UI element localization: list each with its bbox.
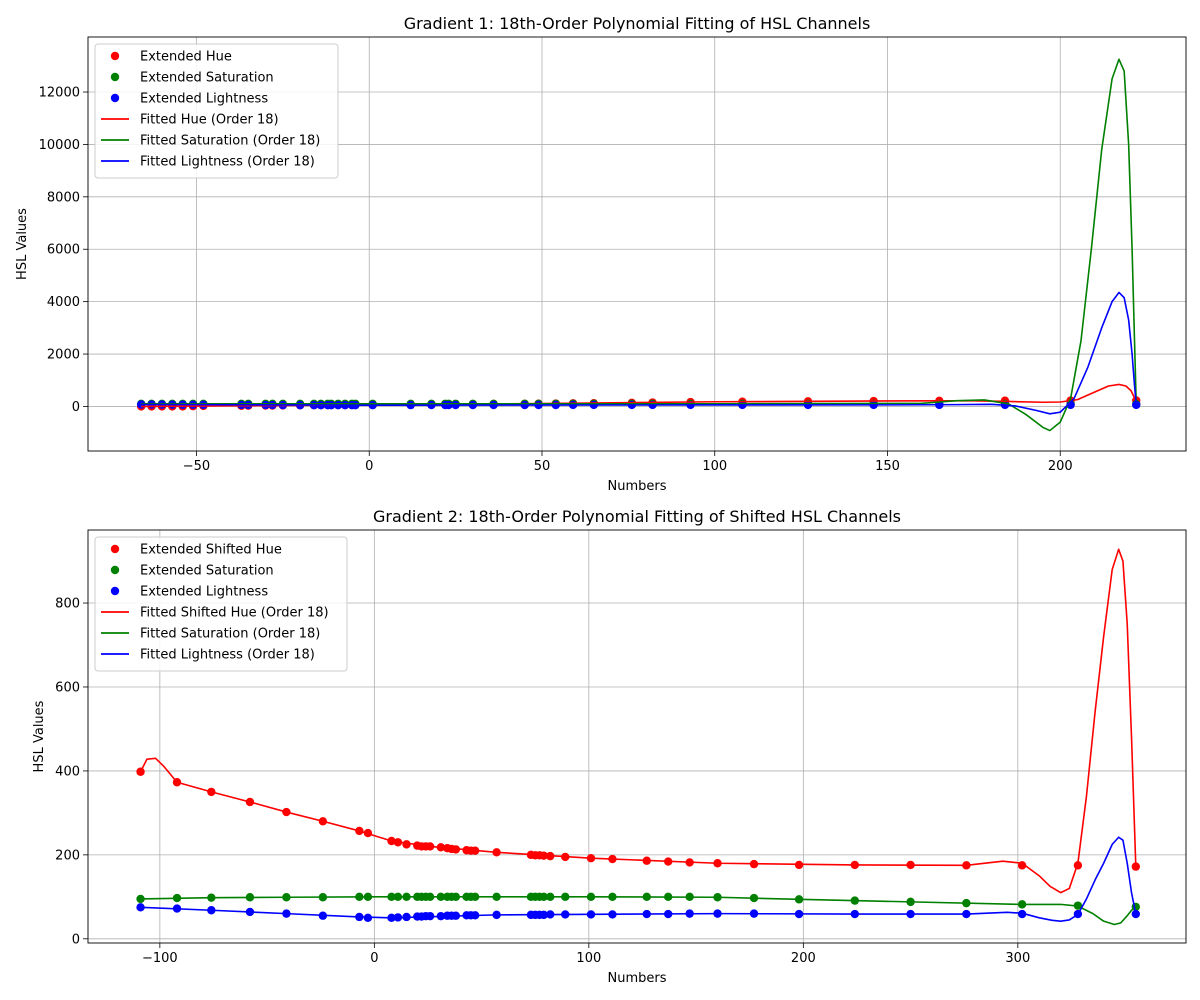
legend-entry: Fitted Shifted Hue (Order 18) [101,606,329,621]
legend-label: Fitted Saturation (Order 18) [140,627,320,642]
y-tick-label: 200 [55,848,80,863]
legend-entry: Extended Saturation [110,71,274,86]
series-line-fitted-lightness-order-18- [140,836,1137,922]
legend-box [94,43,339,179]
legend-label: Extended Saturation [140,71,274,86]
legend-marker [110,51,120,61]
legend-label: Extended Shifted Hue [140,543,282,558]
legend-box [94,536,348,672]
legend-marker [110,586,120,596]
data-point [402,840,411,849]
legend-entry: Extended Shifted Hue [110,543,282,558]
legend-entry: Extended Lightness [110,92,268,107]
chart-title: Gradient 2: 18th-Order Polynomial Fittin… [373,507,901,526]
x-tick-label: 0 [365,459,373,474]
x-axis-label: Numbers [608,971,667,986]
legend-label: Fitted Shifted Hue (Order 18) [140,606,329,621]
data-point [1132,400,1141,410]
legend-label: Fitted Lightness (Order 18) [140,648,315,663]
plot-area [136,548,1141,926]
x-tick-label: 300 [1005,951,1030,966]
x-tick-label: −50 [183,459,210,474]
legend-entry: Extended Hue [110,50,232,65]
y-tick-label: 4000 [47,295,80,310]
legend-marker [110,565,120,575]
legend-entry: Fitted Saturation (Order 18) [101,134,320,149]
legend-label: Fitted Saturation (Order 18) [140,134,320,149]
legend-marker [110,544,120,554]
y-tick-label: 2000 [47,348,80,363]
y-tick-label: 800 [55,597,80,612]
legend-marker [110,72,120,82]
legend-marker [110,93,120,103]
legend-label: Extended Hue [140,50,232,65]
x-tick-label: 100 [576,951,601,966]
y-tick-label: 10000 [39,138,80,153]
y-axis-label: HSL Values [32,700,47,772]
axes-frame [87,529,1187,944]
y-tick-label: 400 [55,764,80,779]
y-tick-label: 0 [72,932,80,947]
chart-panel-2: Gradient 2: 18th-Order Polynomial Fittin… [32,507,1187,986]
legend-entry: Extended Saturation [110,564,274,579]
y-tick-label: 6000 [47,243,80,258]
x-tick-label: 0 [370,951,378,966]
x-tick-label: 200 [1048,459,1073,474]
y-tick-label: 8000 [47,190,80,205]
data-point [1017,909,1027,919]
legend-entry: Fitted Saturation (Order 18) [101,627,320,642]
y-tick-label: 12000 [39,86,80,101]
series-line-fitted-saturation-order-18- [141,58,1138,432]
series-line-fitted-lightness-order-18- [141,291,1138,415]
legend-entry: Fitted Lightness (Order 18) [101,155,315,170]
x-tick-label: 150 [875,459,900,474]
x-tick-label: 50 [534,459,551,474]
chart-panel-1: Gradient 1: 18th-Order Polynomial Fittin… [15,14,1187,494]
series-extended-saturation [136,892,1141,912]
legend-entry: Extended Lightness [110,585,268,600]
legend-label: Fitted Hue (Order 18) [140,113,279,128]
legend-entry: Fitted Hue (Order 18) [101,113,279,128]
legend-label: Fitted Lightness (Order 18) [140,155,315,170]
series-extended-shifted-hue [136,767,1141,871]
legend-label: Extended Lightness [140,585,268,600]
y-axis-label: HSL Values [15,208,30,280]
legend-label: Extended Saturation [140,564,274,579]
legend: Extended Hue Extended Saturation Extended … [94,43,339,179]
series-line-fitted-shifted-hue-order-18- [139,548,1137,894]
x-axis-label: Numbers [608,479,667,494]
series-line-fitted-saturation-order-18- [140,896,1137,926]
axes-frame [87,36,1187,452]
x-tick-label: 100 [702,459,727,474]
x-tick-label: −100 [142,951,178,966]
legend-entry: Fitted Lightness (Order 18) [101,648,315,663]
data-point [1131,862,1141,871]
chart-title: Gradient 1: 18th-Order Polynomial Fittin… [404,14,871,33]
y-tick-label: 600 [55,680,80,695]
y-tick-label: 0 [72,400,80,415]
plot-area [137,58,1141,432]
x-tick-label: 200 [791,951,816,966]
legend: Extended Shifted Hue Extended Saturation E… [94,536,348,672]
legend-label: Extended Lightness [140,92,268,107]
